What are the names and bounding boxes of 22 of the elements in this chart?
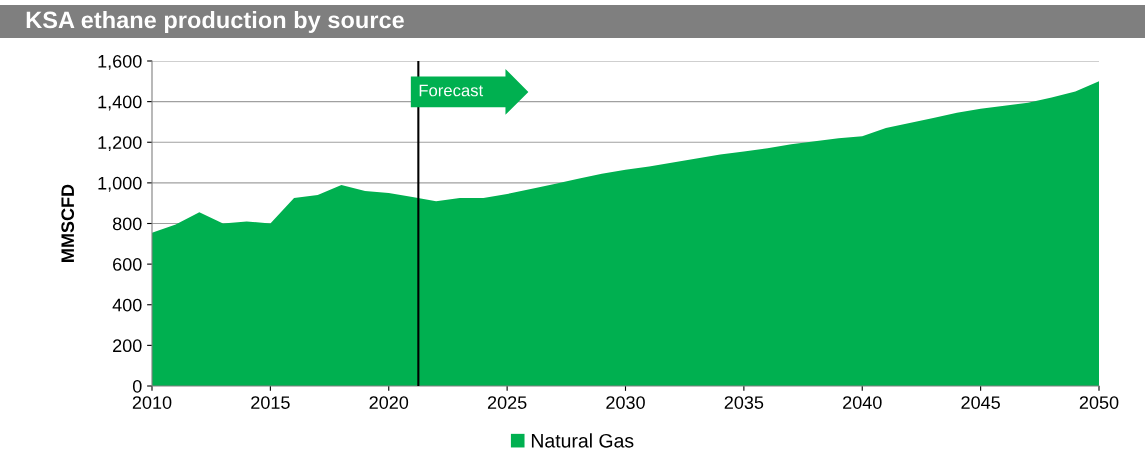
ref-line-label: Forecast bbox=[419, 84, 484, 97]
x-tick-label: 2035 bbox=[724, 396, 764, 409]
x-tick-label: 2045 bbox=[961, 396, 1000, 409]
x-tick-label: 2020 bbox=[369, 396, 409, 409]
chart-title: KSA ethane production by source bbox=[26, 11, 404, 34]
legend-label: Natural Gas bbox=[531, 433, 634, 448]
y-axis-title: MMSCFD bbox=[61, 184, 75, 262]
y-tick-label: 600 bbox=[113, 258, 142, 271]
x-tick-label: 2030 bbox=[606, 396, 645, 409]
y-tick-label: 0 bbox=[132, 379, 142, 393]
x-tick-label: 2050 bbox=[1079, 396, 1119, 409]
x-tick-label: 2015 bbox=[251, 396, 290, 409]
x-tick-label: 2010 bbox=[132, 396, 172, 409]
y-tick-label: 400 bbox=[112, 298, 142, 312]
y-tick-label: 1,000 bbox=[98, 176, 142, 192]
y-tick-label: 200 bbox=[113, 339, 142, 353]
y-tick-label: 1,600 bbox=[98, 54, 142, 70]
y-tick-label: 800 bbox=[112, 217, 142, 231]
x-tick-label: 2040 bbox=[843, 396, 882, 409]
y-tick-label: 1,200 bbox=[98, 136, 142, 152]
y-tick-label: 1,400 bbox=[98, 95, 142, 111]
x-tick-label: 2025 bbox=[487, 396, 527, 409]
